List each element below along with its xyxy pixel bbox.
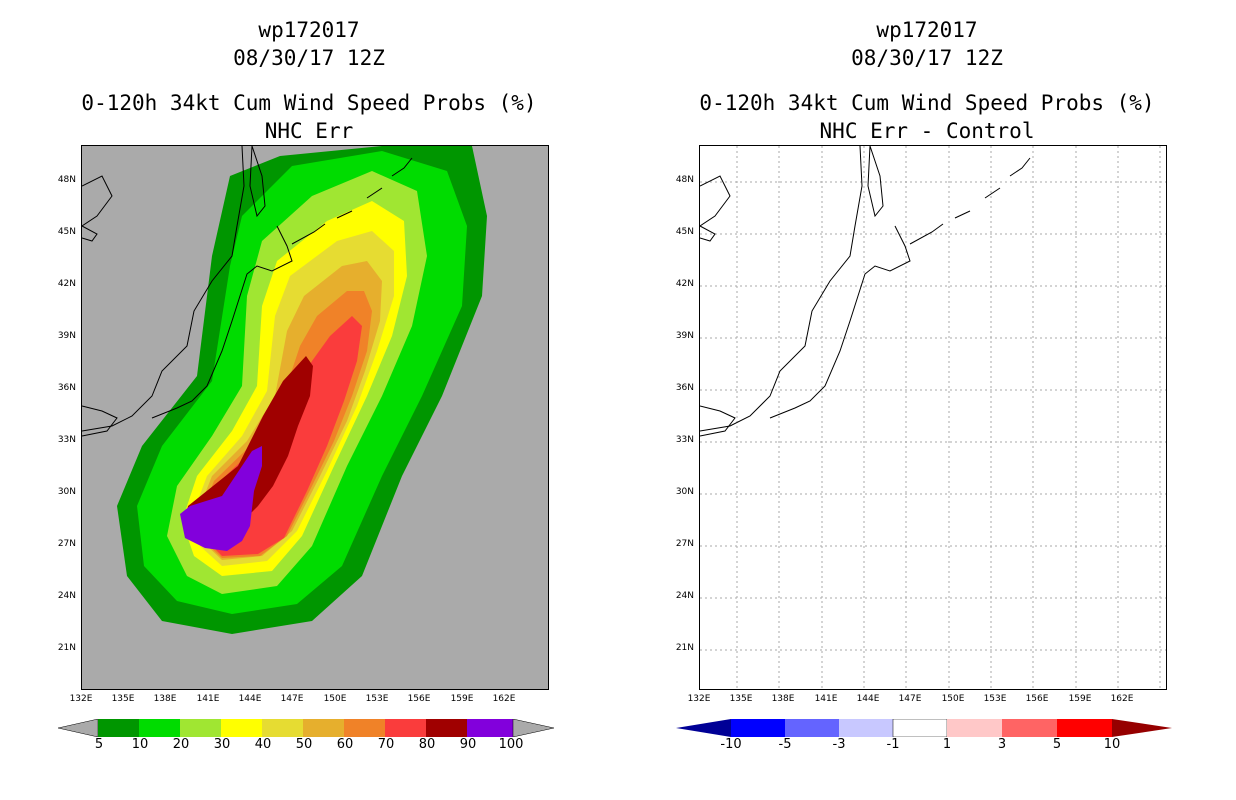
lon-label: 150E xyxy=(323,694,347,704)
lon-label: 138E xyxy=(771,694,795,704)
lon-label: 132E xyxy=(69,694,93,704)
lat-label: 39N xyxy=(675,331,694,341)
colorbar-label: 20 xyxy=(172,737,190,752)
lat-label: 30N xyxy=(57,487,76,497)
panel-subtitle: NHC Err - Control xyxy=(819,119,1035,143)
lat-label: 21N xyxy=(675,643,694,653)
lat-label: 45N xyxy=(57,227,76,237)
lon-label: 159E xyxy=(1068,694,1092,704)
product-title: 0-120h 34kt Cum Wind Speed Probs (%) xyxy=(81,91,537,115)
colorbar-label: -3 xyxy=(832,737,846,752)
lon-label: 144E xyxy=(238,694,262,704)
lon-label: 132E xyxy=(687,694,711,704)
probability-map xyxy=(81,145,549,690)
colorbar-label: -10 xyxy=(720,737,742,752)
lat-label: 42N xyxy=(57,279,76,289)
lon-label: 156E xyxy=(1025,694,1049,704)
lat-label: 27N xyxy=(57,539,76,549)
lon-label: 135E xyxy=(111,694,135,704)
colorbar-label: 40 xyxy=(254,737,272,752)
colorbar-label: -5 xyxy=(778,737,792,752)
colorbar-label: 5 xyxy=(1052,737,1062,752)
lat-label: 24N xyxy=(675,591,694,601)
colorbar-label: 100 xyxy=(498,737,524,752)
lat-label: 48N xyxy=(57,175,76,185)
lon-label: 147E xyxy=(898,694,922,704)
lat-label: 30N xyxy=(675,487,694,497)
lat-label: 39N xyxy=(57,331,76,341)
lat-label: 24N xyxy=(57,591,76,601)
colorbar-label: -1 xyxy=(886,737,900,752)
coastlines xyxy=(700,146,1031,437)
lat-label: 33N xyxy=(675,435,694,445)
colorbar-label: 10 xyxy=(131,737,149,752)
colorbar-label: 3 xyxy=(997,737,1007,752)
lon-label: 162E xyxy=(492,694,516,704)
lat-label: 36N xyxy=(57,383,76,393)
panel-subtitle: NHC Err xyxy=(264,119,354,143)
lat-label: 33N xyxy=(57,435,76,445)
lon-label: 153E xyxy=(983,694,1007,704)
colorbar-label: 10 xyxy=(1103,737,1121,752)
left-panel: wp172017 08/30/17 12Z 0-120h 34kt Cum Wi… xyxy=(57,18,554,752)
lon-label: 150E xyxy=(941,694,965,704)
lat-label: 45N xyxy=(675,227,694,237)
lat-label: 21N xyxy=(57,643,76,653)
lon-label: 135E xyxy=(729,694,753,704)
lon-label: 153E xyxy=(365,694,389,704)
product-title: 0-120h 34kt Cum Wind Speed Probs (%) xyxy=(699,91,1155,115)
lon-label: 156E xyxy=(407,694,431,704)
colorbar-label: 1 xyxy=(942,737,952,752)
colorbar-label: 80 xyxy=(418,737,436,752)
colorbar-label: 30 xyxy=(213,737,231,752)
lon-label: 141E xyxy=(196,694,220,704)
lon-label: 138E xyxy=(153,694,177,704)
lat-label: 36N xyxy=(675,383,694,393)
contour-80 xyxy=(186,356,313,536)
colorbar xyxy=(58,719,554,737)
storm-id: wp172017 xyxy=(258,18,360,42)
storm-id: wp172017 xyxy=(876,18,978,42)
difference-map xyxy=(699,145,1167,690)
lon-label: 147E xyxy=(280,694,304,704)
lat-label: 48N xyxy=(675,175,694,185)
lon-label: 162E xyxy=(1110,694,1134,704)
lon-label: 144E xyxy=(856,694,880,704)
colorbar-label: 60 xyxy=(336,737,354,752)
lat-label: 27N xyxy=(675,539,694,549)
coastlines xyxy=(82,146,413,437)
right-panel: wp172017 08/30/17 12Z 0-120h 34kt Cum Wi… xyxy=(618,0,1236,800)
colorbar-label: 5 xyxy=(94,737,104,752)
colorbar xyxy=(676,719,1172,737)
contour-90 xyxy=(180,446,262,551)
colorbar-label: 50 xyxy=(295,737,313,752)
lon-label: 159E xyxy=(450,694,474,704)
lat-label: 42N xyxy=(675,279,694,289)
probability-contours xyxy=(117,146,487,634)
date-time: 08/30/17 12Z xyxy=(233,46,385,70)
lon-label: 141E xyxy=(814,694,838,704)
colorbar-label: 90 xyxy=(459,737,477,752)
colorbar-label: 70 xyxy=(377,737,395,752)
date-time: 08/30/17 12Z xyxy=(851,46,1003,70)
grid-lines xyxy=(700,146,1166,689)
